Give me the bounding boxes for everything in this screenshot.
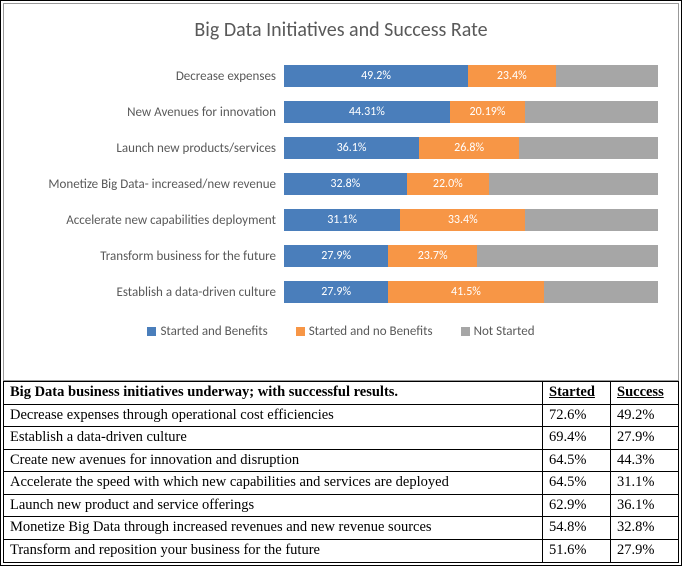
table-cell-success: 27.9%: [611, 427, 679, 450]
table-header-started: Started: [543, 382, 611, 405]
legend-label-not-started: Not Started: [474, 324, 535, 339]
table-cell-success: 44.3%: [611, 449, 679, 472]
bar-seg-benefits: 27.9%: [284, 281, 388, 303]
table-cell-started: 64.5%: [543, 449, 611, 472]
legend-item-not-started: Not Started: [461, 324, 535, 339]
bar-seg-no-benefits: 22.0%: [407, 173, 489, 195]
table-cell-success: 49.2%: [611, 404, 679, 427]
table-body: Decrease expenses through operational co…: [4, 404, 679, 562]
table-row: Decrease expenses through operational co…: [4, 404, 679, 427]
bar-track: 49.2%23.4%: [284, 65, 658, 87]
legend-item-benefits: Started and Benefits: [147, 324, 267, 339]
bar-row: Decrease expenses49.2%23.4%: [4, 58, 658, 94]
bar-track: 27.9%23.7%: [284, 245, 658, 267]
table-cell-initiative: Decrease expenses through operational co…: [4, 404, 543, 427]
bar-seg-no-benefits: 20.19%: [450, 101, 526, 123]
table-cell-started: 64.5%: [543, 472, 611, 495]
table-cell-started: 51.6%: [543, 539, 611, 562]
table-row: Transform and reposition your business f…: [4, 539, 679, 562]
legend-label-no-benefits: Started and no Benefits: [309, 324, 433, 339]
bar-seg-not-started: [525, 209, 658, 231]
table-row: Monetize Big Data through increased reve…: [4, 517, 679, 540]
bar-seg-benefits: 31.1%: [284, 209, 400, 231]
table-cell-initiative: Monetize Big Data through increased reve…: [4, 517, 543, 540]
bar-track: 36.1%26.8%: [284, 137, 658, 159]
bar-seg-no-benefits: 33.4%: [400, 209, 525, 231]
bar-label: Transform business for the future: [4, 249, 284, 264]
chart-title: Big Data Initiatives and Success Rate: [4, 4, 678, 52]
table-cell-initiative: Accelerate the speed with which new capa…: [4, 472, 543, 495]
bar-label: Monetize Big Data- increased/new revenue: [4, 177, 284, 192]
table-row: Launch new product and service offerings…: [4, 494, 679, 517]
bar-seg-benefits: 49.2%: [284, 65, 468, 87]
table-cell-success: 36.1%: [611, 494, 679, 517]
legend-label-benefits: Started and Benefits: [160, 324, 267, 339]
table-header-initiative: Big Data business initiatives underway; …: [4, 382, 543, 405]
results-table: Big Data business initiatives underway; …: [3, 381, 679, 563]
bar-track: 27.9%41.5%: [284, 281, 658, 303]
bar-seg-no-benefits: 26.8%: [419, 137, 519, 159]
bar-seg-benefits: 44.31%: [284, 101, 450, 123]
table-cell-initiative: Transform and reposition your business f…: [4, 539, 543, 562]
table-row: Establish a data-driven culture69.4%27.9…: [4, 427, 679, 450]
bar-seg-not-started: [525, 101, 658, 123]
bar-label: New Avenues for innovation: [4, 105, 284, 120]
bar-track: 32.8%22.0%: [284, 173, 658, 195]
bar-seg-not-started: [544, 281, 658, 303]
table-cell-success: 31.1%: [611, 472, 679, 495]
bar-track: 31.1%33.4%: [284, 209, 658, 231]
table-cell-initiative: Launch new product and service offerings: [4, 494, 543, 517]
bar-label: Establish a data-driven culture: [4, 285, 284, 300]
table-header-row: Big Data business initiatives underway; …: [4, 382, 679, 405]
table-cell-initiative: Create new avenues for innovation and di…: [4, 449, 543, 472]
bar-track: 44.31%20.19%: [284, 101, 658, 123]
table-cell-success: 27.9%: [611, 539, 679, 562]
legend-swatch-benefits: [147, 327, 156, 336]
bar-row: Transform business for the future27.9%23…: [4, 238, 658, 274]
legend: Started and Benefits Started and no Bene…: [4, 310, 678, 339]
bar-label: Accelerate new capabilities deployment: [4, 213, 284, 228]
table-cell-started: 69.4%: [543, 427, 611, 450]
bar-seg-not-started: [489, 173, 658, 195]
legend-swatch-no-benefits: [296, 327, 305, 336]
table-cell-started: 62.9%: [543, 494, 611, 517]
bar-label: Launch new products/services: [4, 141, 284, 156]
bar-seg-no-benefits: 23.4%: [468, 65, 556, 87]
table-cell-started: 72.6%: [543, 404, 611, 427]
bar-row: Monetize Big Data- increased/new revenue…: [4, 166, 658, 202]
legend-item-no-benefits: Started and no Benefits: [296, 324, 433, 339]
legend-swatch-not-started: [461, 327, 470, 336]
bars-area: Decrease expenses49.2%23.4%New Avenues f…: [4, 52, 678, 310]
bar-label: Decrease expenses: [4, 69, 284, 84]
bar-seg-not-started: [556, 65, 658, 87]
chart-panel: Big Data Initiatives and Success Rate De…: [3, 3, 679, 381]
table-row: Accelerate the speed with which new capa…: [4, 472, 679, 495]
bar-row: Launch new products/services36.1%26.8%: [4, 130, 658, 166]
table-row: Create new avenues for innovation and di…: [4, 449, 679, 472]
bar-seg-no-benefits: 23.7%: [388, 245, 477, 267]
bar-seg-no-benefits: 41.5%: [388, 281, 543, 303]
bar-seg-benefits: 36.1%: [284, 137, 419, 159]
bar-seg-benefits: 27.9%: [284, 245, 388, 267]
bar-row: Establish a data-driven culture27.9%41.5…: [4, 274, 658, 310]
table-header-success: Success: [611, 382, 679, 405]
bar-seg-benefits: 32.8%: [284, 173, 407, 195]
bar-seg-not-started: [477, 245, 658, 267]
bar-seg-not-started: [519, 137, 658, 159]
table-cell-initiative: Establish a data-driven culture: [4, 427, 543, 450]
table-cell-success: 32.8%: [611, 517, 679, 540]
figure-container: Big Data Initiatives and Success Rate De…: [0, 0, 682, 566]
bar-row: Accelerate new capabilities deployment31…: [4, 202, 658, 238]
bar-row: New Avenues for innovation44.31%20.19%: [4, 94, 658, 130]
table-cell-started: 54.8%: [543, 517, 611, 540]
